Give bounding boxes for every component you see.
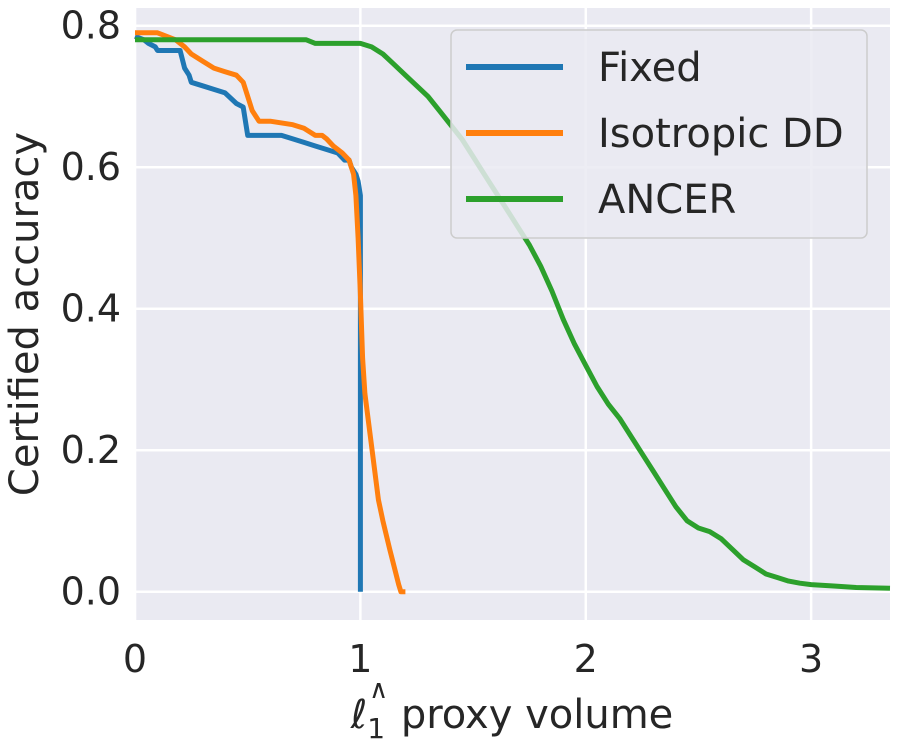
y-tick-label: 0.4 bbox=[61, 287, 121, 331]
series-line-isotropic-dd bbox=[135, 30, 406, 595]
y-tick-label: 0.0 bbox=[61, 570, 121, 614]
series-layer bbox=[134, 30, 891, 595]
legend-box bbox=[450, 29, 868, 239]
series-line-ancer bbox=[135, 37, 891, 591]
x-axis-title: ℓ1∧ proxy volume bbox=[350, 675, 674, 745]
y-tick-label: 0.6 bbox=[61, 145, 121, 189]
legend-label: Isotropic DD bbox=[598, 111, 844, 157]
legend: Fixed Isotropic DD ANCER bbox=[450, 29, 868, 239]
legend-label: ANCER bbox=[598, 177, 736, 223]
x-tick-label: 3 bbox=[799, 637, 823, 681]
legend-label: Fixed bbox=[598, 45, 702, 91]
x-tick-label: 1 bbox=[348, 637, 372, 681]
y-axis-title: Certified accuracy bbox=[2, 132, 48, 496]
y-tick-label: 0.2 bbox=[61, 428, 121, 472]
x-tick-label: 0 bbox=[123, 637, 147, 681]
y-tick-label: 0.8 bbox=[61, 4, 121, 48]
y-tick-labels: 0.0 0.2 0.4 0.6 0.8 bbox=[61, 4, 121, 614]
x-tick-label: 2 bbox=[574, 637, 598, 681]
x-tick-labels: 0 1 2 3 bbox=[123, 637, 823, 681]
